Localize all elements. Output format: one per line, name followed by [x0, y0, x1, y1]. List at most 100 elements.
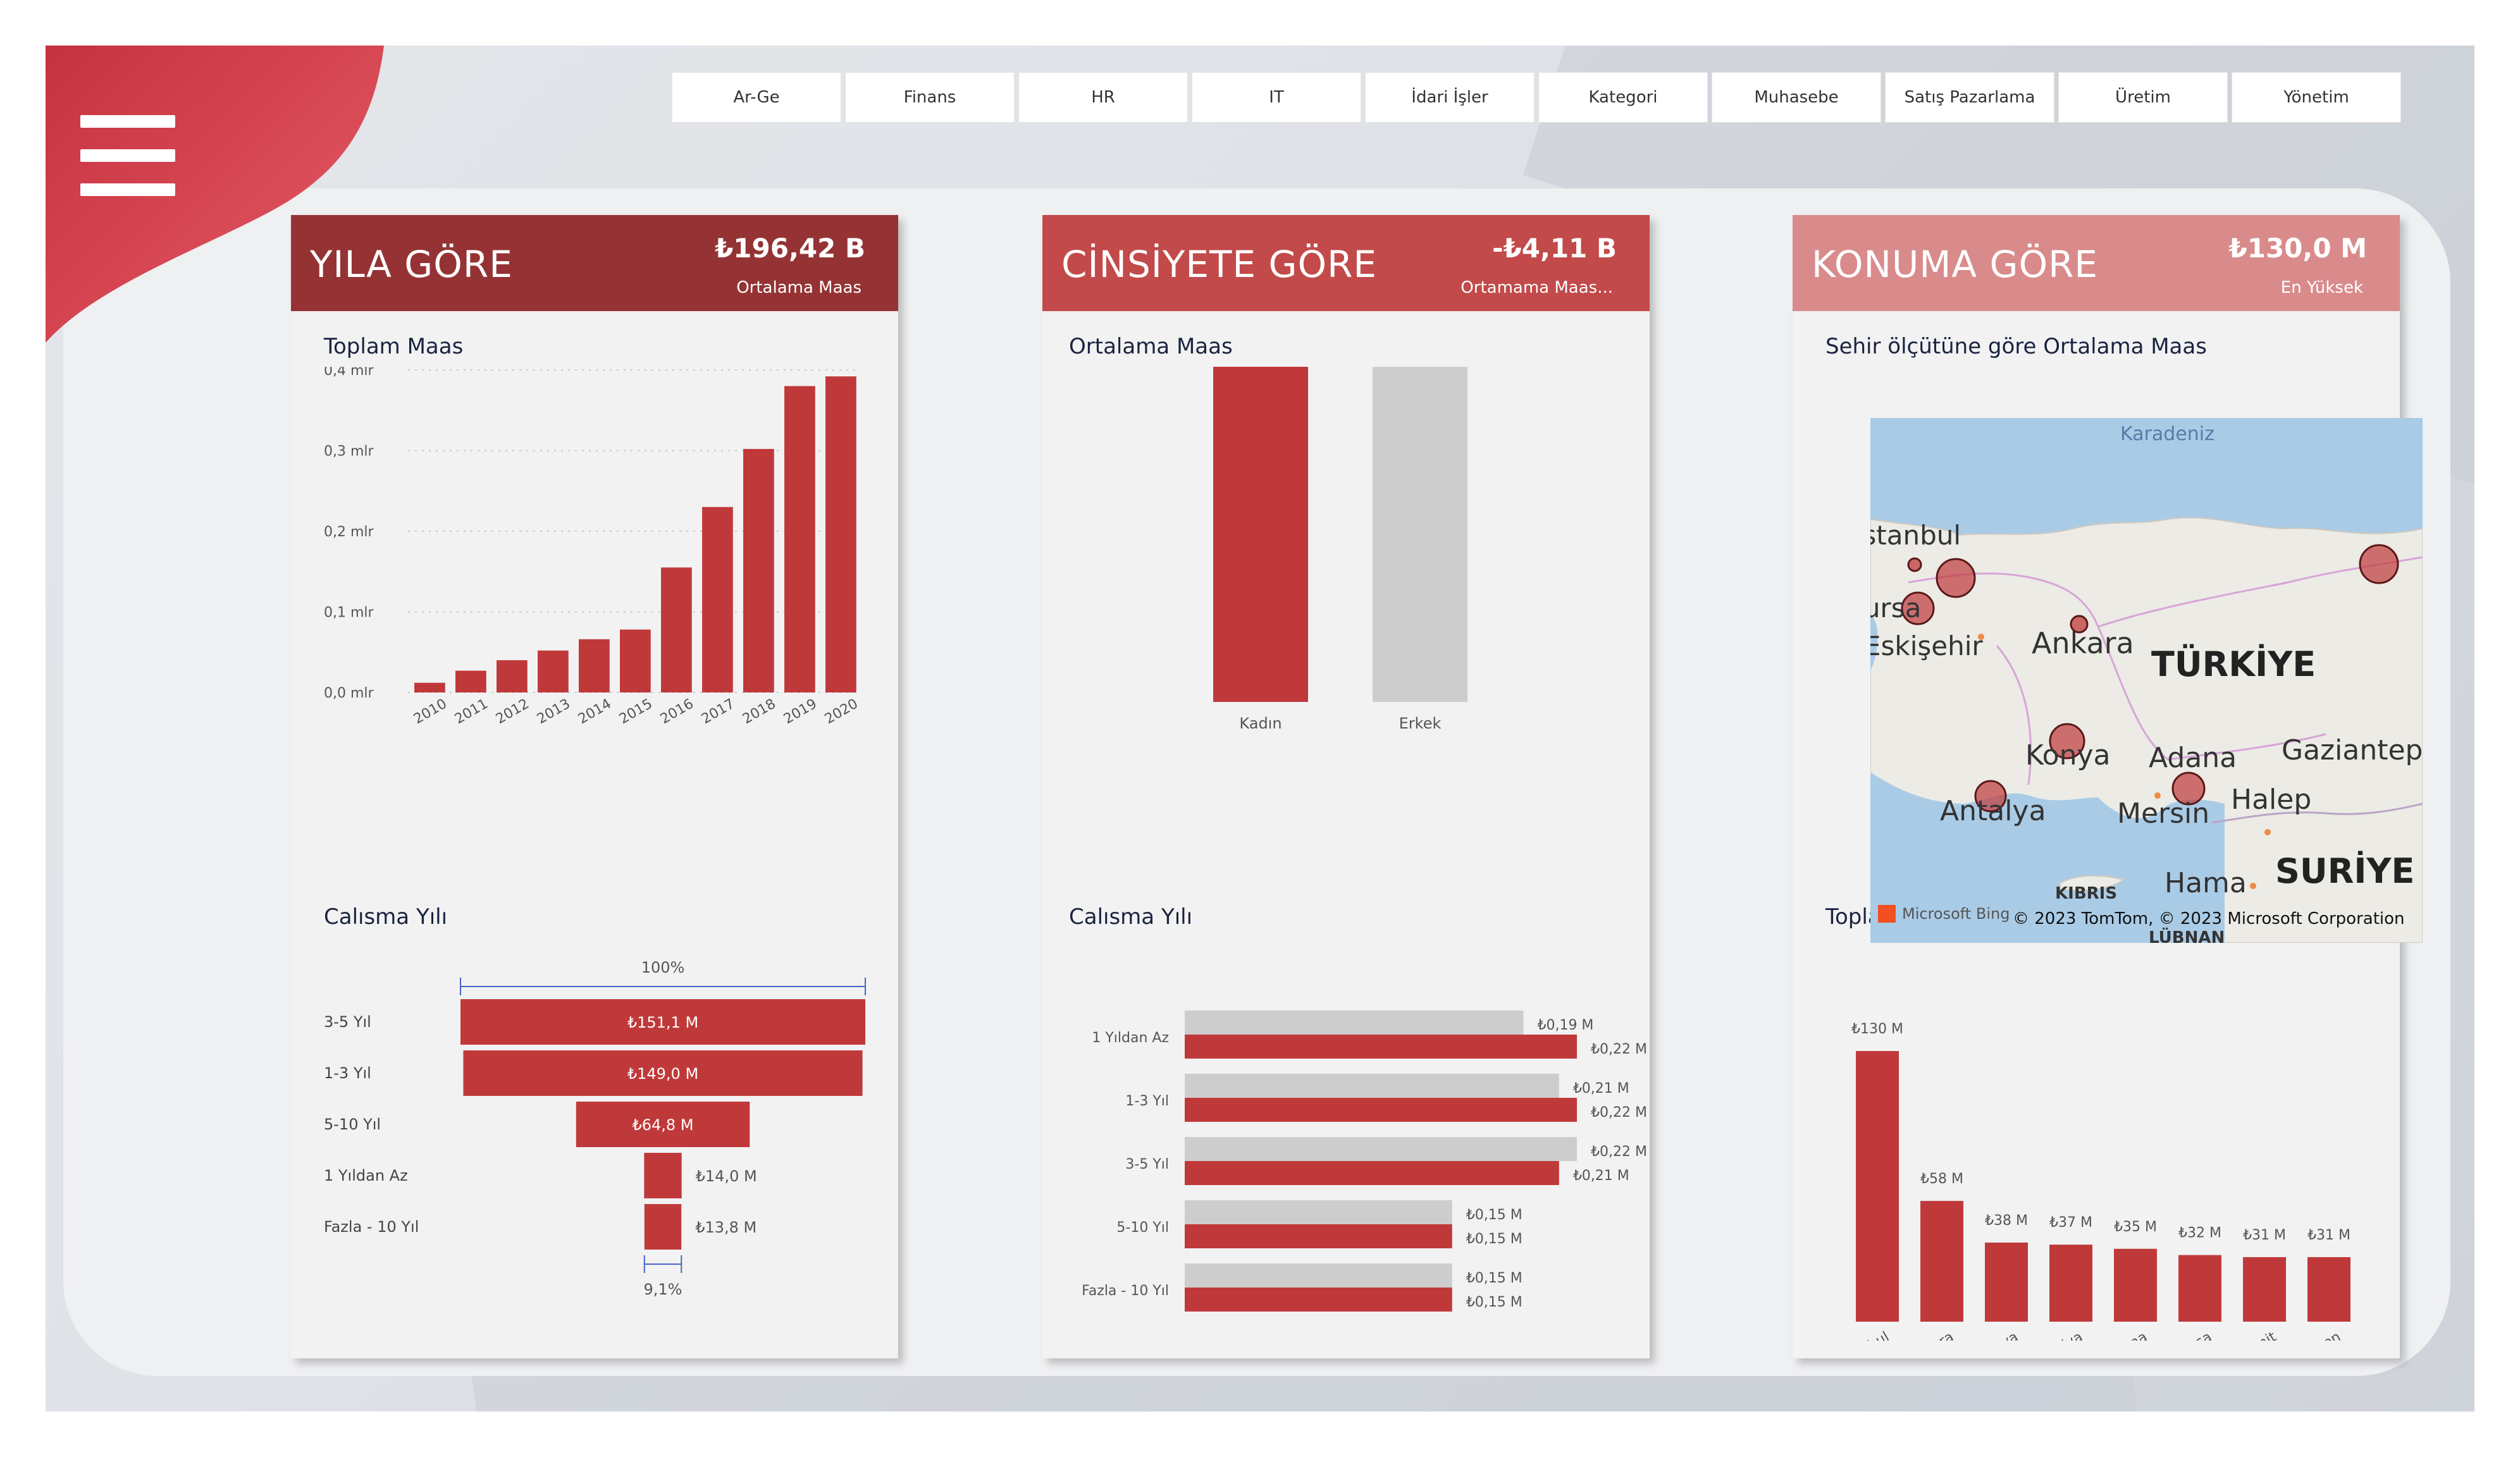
chart-title-average-salary: Ortalama Maas: [1069, 334, 1233, 359]
y-tick-label: 0,2 mlr: [324, 524, 374, 540]
funnel-bar: [460, 999, 865, 1045]
bar-kadin: [1185, 1224, 1452, 1248]
location-bar-chart[interactable]: ₺130 M İstanbul ₺58 M Ankara ₺38 M Konya ₺37 M…: [1793, 936, 2400, 1341]
funnel-category-label: 5-10 Yıl: [324, 1116, 381, 1133]
card-title: YILA GÖRE: [310, 243, 513, 286]
card-title: CİNSİYETE GÖRE: [1061, 243, 1378, 286]
nav-button-finans[interactable]: Finans: [845, 72, 1015, 123]
bar-İstanbul: [1856, 1051, 1899, 1322]
map-label-ankara: Ankara: [2032, 626, 2134, 660]
bar-erkek: [1185, 1011, 1524, 1035]
map-label-istanbul: İstanbul: [1870, 519, 1961, 551]
city-map[interactable]: Karadeniz İstanbul Bursa Eskişehir Ankar…: [1870, 418, 2423, 943]
map-label-sea: Karadeniz: [2120, 423, 2214, 445]
gender-bar-chart[interactable]: ₺198 BKadın₺194 BErkek: [1042, 367, 1650, 746]
city-bubble-ankara[interactable]: [2070, 615, 2089, 634]
bar-value-label: ₺58 M: [1920, 1171, 1963, 1187]
x-tick-label: Adana: [2104, 1329, 2150, 1341]
bar-Adana: [2114, 1248, 2157, 1322]
city-bubble-istanbul[interactable]: [1907, 557, 1922, 572]
map-label-antalya: Antalya: [1940, 795, 2046, 827]
bar-value-label: ₺31 M: [2243, 1227, 2286, 1243]
map-label-kibris: KIBRIS: [2055, 884, 2117, 903]
bar-value-label: ₺0,22 M: [1591, 1144, 1647, 1160]
dashboard-canvas: Ar-Ge Finans HR IT İdari İşler Kategori …: [46, 46, 2474, 1411]
funnel-value-label: ₺151,1 M: [627, 1014, 698, 1031]
funnel-top-label: 100%: [641, 959, 685, 976]
map-label-adana: Adana: [2149, 742, 2237, 774]
bar-category-label: Erkek: [1399, 715, 1442, 732]
y-tick-label: 0,4 mlr: [324, 367, 374, 379]
city-bubble-konya[interactable]: [2049, 723, 2085, 759]
bar-Bursa: [2178, 1255, 2221, 1322]
x-tick-label: 2018: [740, 696, 779, 728]
map-attribution: © 2023 TomTom, © 2023 Microsoft Corporat…: [2013, 909, 2405, 928]
nav-button-it[interactable]: IT: [1192, 72, 1361, 123]
bar-kadin: [1185, 1098, 1577, 1122]
bar-erkek: [1185, 1263, 1452, 1288]
map-label-mersin: Mersin: [2117, 797, 2209, 830]
x-tick-label: 2012: [493, 696, 532, 728]
city-bubble-antalya[interactable]: [1974, 780, 2007, 813]
nav-button-yonetim[interactable]: Yönetim: [2232, 72, 2401, 123]
kpi-value: ₺130,0 M: [2228, 233, 2368, 264]
category-label: 1-3 Yıl: [1125, 1093, 1169, 1109]
city-bubble-trabzon[interactable]: [2359, 544, 2399, 584]
nav-button-kategori[interactable]: Kategori: [1538, 72, 1708, 123]
bar-Ankara: [1920, 1201, 1963, 1322]
city-bubble-adana[interactable]: [2171, 772, 2206, 806]
chart-title-tenure: Calısma Yılı: [324, 904, 448, 930]
nav-button-muhasebe[interactable]: Muhasebe: [1712, 72, 1881, 123]
city-bubble-bursa[interactable]: [1901, 591, 1935, 625]
tenure-funnel-chart[interactable]: 100% 3-5 Yıl ₺151,1 M 1-3 Yıl ₺149,0 M 5-10 Y…: [291, 936, 898, 1341]
bar-value-label: ₺38 M: [1985, 1213, 2028, 1229]
card-by-gender: CİNSİYETE GÖRE -₺4,11 B Ortamama Maas...…: [1042, 215, 1650, 1358]
bar-value-label: ₺0,15 M: [1466, 1231, 1522, 1247]
bar-value-label: ₺0,21 M: [1573, 1168, 1629, 1184]
gender-tenure-chart[interactable]: ₺0,19 M ₺0,22 M 1 Yıldan Az ₺0,21 M ₺0,22 M 1…: [1042, 936, 1650, 1341]
map-label-halep: Halep: [2231, 784, 2311, 816]
nav-button-uretim[interactable]: Üretim: [2058, 72, 2228, 123]
map-label-konya: Konya: [2025, 739, 2110, 772]
bar-2015: [620, 629, 651, 692]
hamburger-menu-icon[interactable]: [80, 115, 175, 196]
x-tick-label: İzmit: [2241, 1328, 2279, 1341]
bing-logo-icon: [1878, 905, 1896, 923]
map-label-lubnan: LÜBNAN: [2149, 926, 2225, 943]
funnel-bar: [644, 1204, 682, 1250]
x-tick-label: İstanbul: [1836, 1329, 1892, 1341]
bar-erkek: [1185, 1200, 1452, 1224]
nav-button-idari-isler[interactable]: İdari İşler: [1365, 72, 1535, 123]
map-title: Sehir ölçütüne göre Ortalama Maas: [1825, 334, 2207, 359]
card-title: KONUMA GÖRE: [1812, 243, 2099, 286]
bar-value-label: ₺32 M: [2178, 1226, 2221, 1241]
chart-title-tenure: Calısma Yılı: [1069, 904, 1193, 930]
card-header: KONUMA GÖRE ₺130,0 M En Yüksek: [1793, 215, 2400, 311]
nav-button-ar-ge[interactable]: Ar-Ge: [672, 72, 841, 123]
nav-button-hr[interactable]: HR: [1018, 72, 1188, 123]
x-tick-label: 2017: [699, 696, 738, 728]
border-line: [2211, 802, 2423, 824]
x-tick-label: Bursa: [2172, 1329, 2214, 1341]
bar-2013: [538, 650, 569, 692]
cyprus-island: [2060, 875, 2125, 891]
bar-value-label: ₺0,22 M: [1591, 1105, 1647, 1121]
map-label-country: TÜRKİYE: [2151, 644, 2316, 684]
x-tick-label: 2010: [411, 696, 450, 728]
city-bubble-izmit[interactable]: [1936, 558, 1976, 598]
map-label-eskisehir: Eskişehir: [1870, 630, 1983, 661]
bar-2014: [579, 639, 610, 692]
nav-button-satis-pazarlama[interactable]: Satış Pazarlama: [1885, 72, 2054, 123]
mediterranean-sea: [1870, 772, 2225, 943]
kpi-label: Ortamama Maas...: [1461, 278, 1613, 297]
funnel-category-label: 1 Yıldan Az: [324, 1167, 408, 1184]
city-dot: [2154, 792, 2161, 799]
x-tick-label: Ankara: [1906, 1329, 1956, 1341]
bar-value-label: ₺0,15 M: [1466, 1207, 1522, 1223]
y-tick-label: 0,0 mlr: [324, 685, 374, 701]
x-tick-label: Antalya: [2032, 1329, 2085, 1341]
bar-category-label: Kadın: [1239, 715, 1282, 732]
department-filter-bar: Ar-Ge Finans HR IT İdari İşler Kategori …: [672, 72, 2401, 123]
x-tick-label: 2013: [534, 696, 573, 728]
